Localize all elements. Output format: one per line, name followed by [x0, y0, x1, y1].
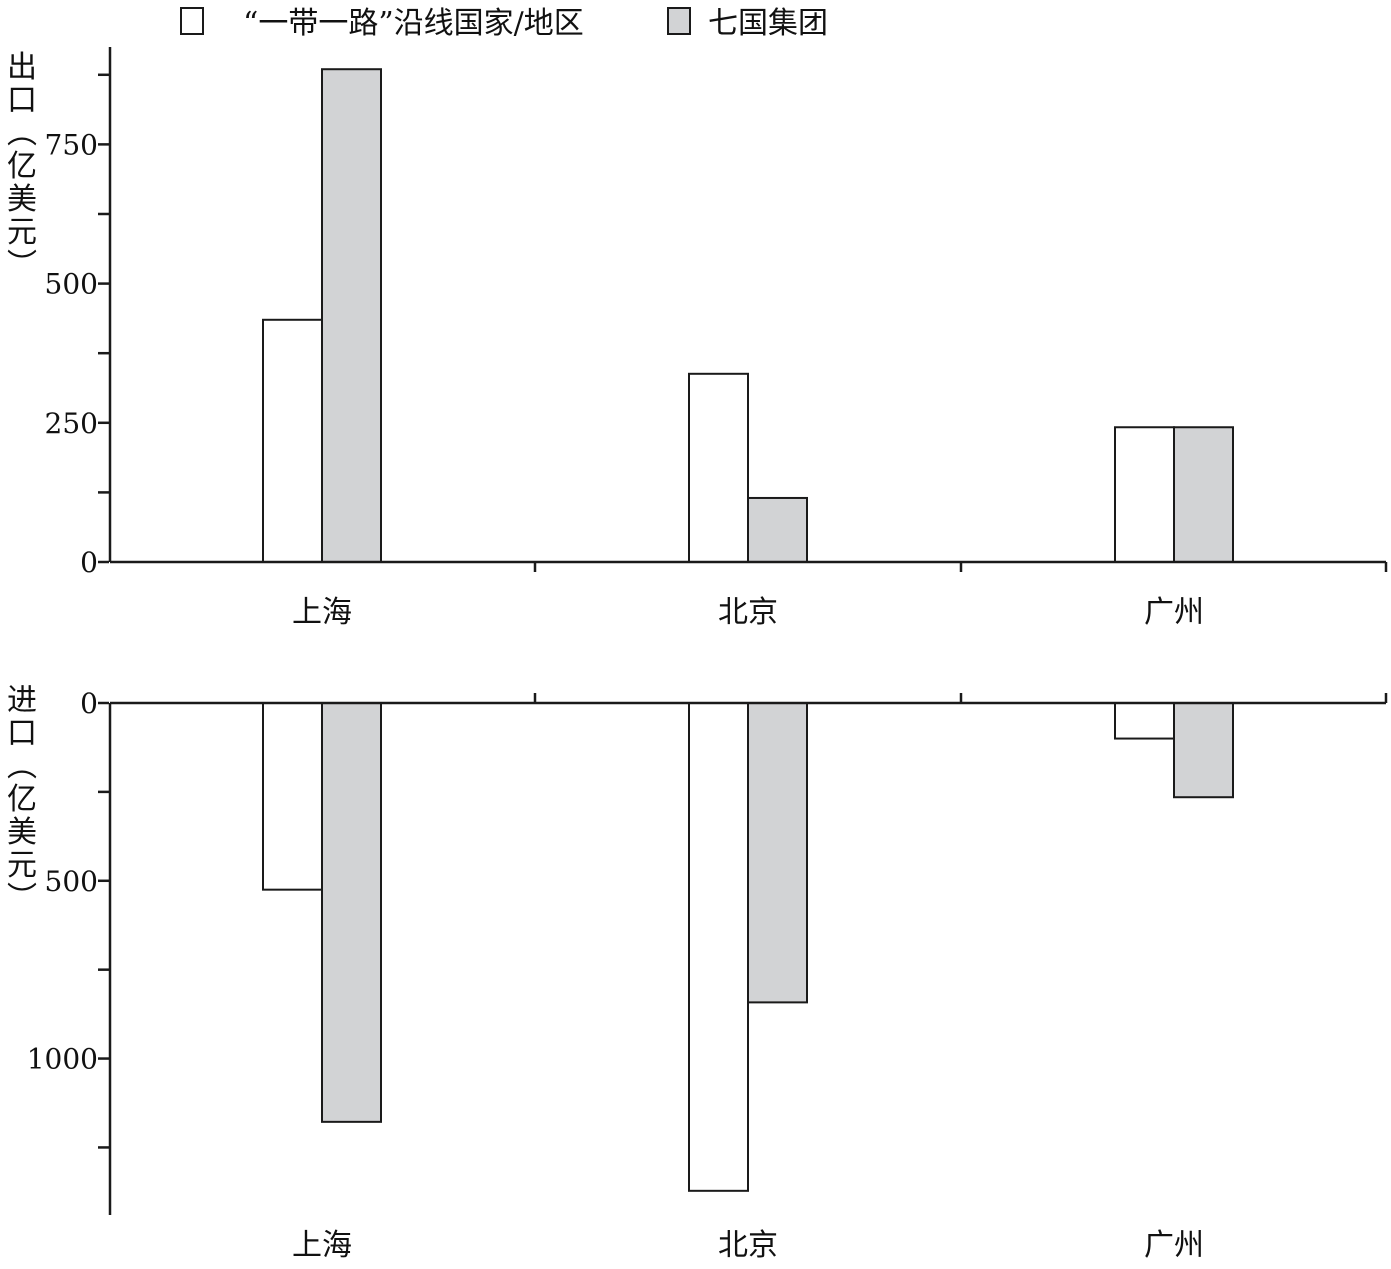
export-panel: 0 250 500 750 上海 北京 广州 出口︵亿美元︶	[7, 47, 1388, 630]
import-bar-1-1	[747, 702, 808, 1004]
import-category-label: 北京	[718, 1228, 778, 1263]
import-y-axis-label: 进口︵亿美元︶	[7, 683, 37, 916]
import-category-label: 上海	[292, 1228, 352, 1263]
legend-label-belt-road: “一带一路”沿线国家/地区	[243, 6, 584, 41]
import-bar-1-2	[1173, 702, 1234, 799]
import-bar-1-0	[321, 702, 382, 1123]
import-y-tick-label: 0	[80, 687, 98, 720]
import-y-tick-label: 1000	[27, 1043, 98, 1076]
legend-swatch-g7	[667, 7, 691, 35]
export-bar-0-1	[688, 372, 749, 563]
legend: “一带一路”沿线国家/地区 七国集团	[180, 6, 828, 41]
export-y-tick-label: 0	[80, 546, 98, 579]
legend-swatch-belt-road	[180, 7, 204, 35]
legend-label-g7: 七国集团	[708, 6, 828, 41]
export-category-label: 上海	[292, 595, 352, 630]
export-bar-1-0	[321, 68, 382, 563]
import-category-label: 广州	[1144, 1228, 1204, 1263]
import-bar-0-1	[688, 702, 749, 1192]
export-bar-1-1	[747, 496, 808, 563]
export-bar-0-0	[262, 318, 323, 563]
import-bar-0-0	[262, 702, 323, 891]
import-bar-0-2	[1114, 702, 1175, 740]
export-y-tick-label: 250	[45, 407, 98, 440]
import-y-tick-label: 500	[45, 865, 98, 898]
export-y-tick-label: 500	[45, 268, 98, 301]
export-y-axis-label: 出口︵亿美元︶	[7, 50, 37, 283]
export-y-tick-label: 750	[45, 128, 98, 161]
import-panel: 0 500 1000 上海 北京 广州 进口︵亿美元︶	[7, 683, 1388, 1263]
export-category-label: 广州	[1144, 595, 1204, 630]
export-bar-1-2	[1173, 426, 1234, 563]
export-category-label: 北京	[718, 595, 778, 630]
export-bar-0-2	[1114, 426, 1175, 563]
